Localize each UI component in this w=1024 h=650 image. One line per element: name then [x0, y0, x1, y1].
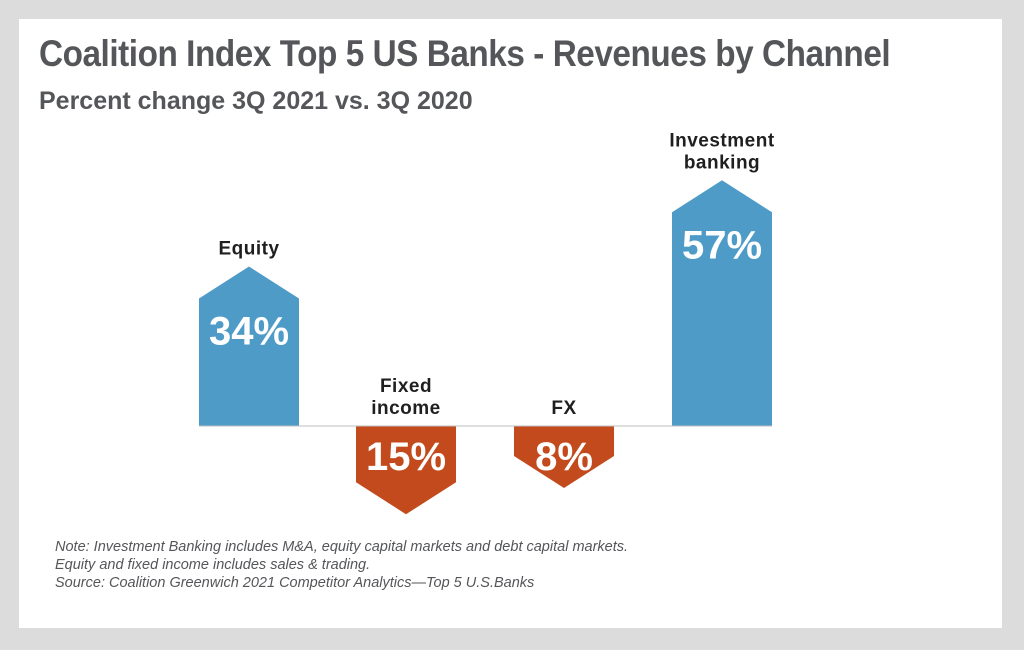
data-label: 34% — [209, 310, 289, 354]
bar-up-arrow — [199, 266, 299, 426]
bar-down-arrow — [356, 426, 456, 515]
category-label: Investment — [669, 130, 774, 151]
data-label: 15% — [366, 435, 446, 479]
chart-card: Coalition Index Top 5 US Banks - Revenue… — [19, 19, 1002, 628]
bar-down-arrow — [514, 426, 614, 488]
chart-notes: Note: Investment Banking includes M&A, e… — [55, 538, 628, 592]
chart-subtitle: Percent change 3Q 2021 vs. 3Q 2020 — [39, 87, 473, 115]
note-line: Note: Investment Banking includes M&A, e… — [55, 539, 629, 555]
category-label: Equity — [218, 239, 279, 260]
category-label: Fixed — [380, 376, 432, 397]
category-label: banking — [684, 152, 760, 173]
category-label: income — [371, 398, 441, 419]
source-line: Source: Coalition Greenwich 2021 Competi… — [55, 575, 535, 591]
data-label: 57% — [682, 223, 762, 267]
data-label: 8% — [535, 435, 593, 479]
category-label: FX — [551, 398, 576, 419]
bar-up-arrow — [672, 180, 772, 426]
chart-title: Coalition Index Top 5 US Banks - Revenue… — [39, 33, 891, 74]
note-line: Equity and fixed income includes sales &… — [55, 557, 371, 573]
